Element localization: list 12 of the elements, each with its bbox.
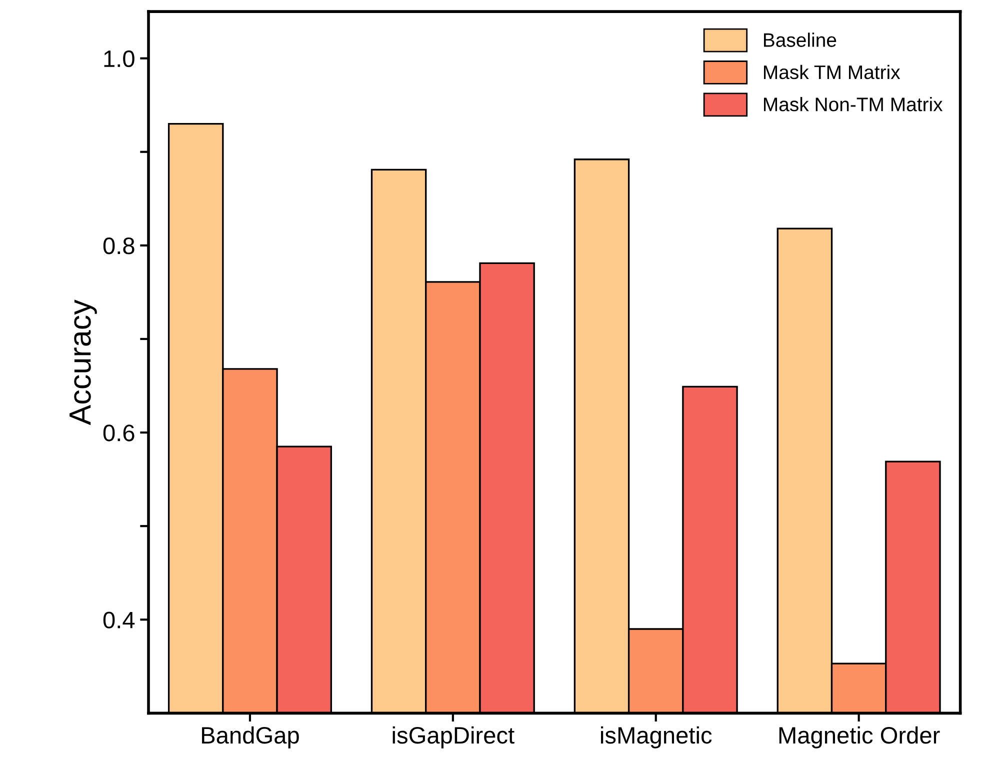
x-tick-label: isMagnetic: [601, 726, 712, 748]
legend-label: Mask TM Matrix: [764, 64, 900, 80]
y-tick-label: 0.4: [103, 612, 135, 628]
x-tick-label: BandGap: [202, 726, 299, 748]
y-tick-label: 0.8: [103, 238, 134, 254]
x-tick-label: isGapDirect: [392, 726, 514, 748]
y-tick-label: 0.6: [103, 424, 134, 442]
legend-label: Mask Non-TM Matrix: [764, 97, 943, 112]
legend-label: Baseline: [764, 32, 836, 47]
y-axis-title: Accuracy: [70, 300, 97, 426]
y-tick-label: 1.0: [104, 50, 134, 68]
x-tick-label: Magnetic Order: [779, 726, 940, 748]
